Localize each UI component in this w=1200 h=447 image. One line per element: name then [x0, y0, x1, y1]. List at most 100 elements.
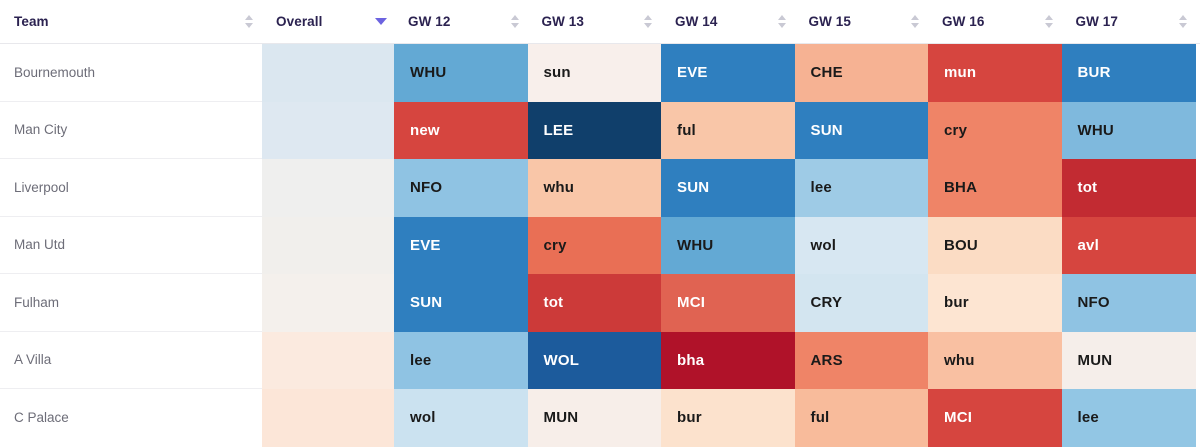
- fixture-cell[interactable]: MCI: [661, 274, 795, 332]
- fixture-cell[interactable]: bha: [661, 331, 795, 389]
- fixture-cell[interactable]: NFO: [1061, 274, 1196, 332]
- column-header-gw14[interactable]: GW 14: [661, 0, 795, 44]
- fixture-cell[interactable]: BOU: [928, 216, 1062, 274]
- fixture-cell[interactable]: SUN: [394, 274, 528, 332]
- table-header-row: Team Overall GW 12 GW 13 GW 14 GW 15 GW 16 GW 1…: [0, 0, 1200, 44]
- column-header-label: Team: [14, 14, 49, 29]
- fixture-cell[interactable]: NFO: [394, 159, 528, 217]
- fixture-cell[interactable]: MCI: [928, 389, 1062, 447]
- column-header-gw15[interactable]: GW 15: [795, 0, 929, 44]
- sort-toggle-icon[interactable]: [244, 13, 254, 31]
- column-header-label: GW 15: [808, 14, 852, 29]
- fixture-cell[interactable]: CRY: [794, 274, 928, 332]
- fixture-cell[interactable]: lee: [1061, 389, 1196, 447]
- fixture-cell[interactable]: MUN: [1061, 331, 1196, 389]
- sort-asc-arrow-icon: [510, 15, 519, 20]
- column-header-label: Overall: [276, 14, 323, 29]
- fixture-cell[interactable]: tot: [527, 274, 661, 332]
- table-row: Liverpool NFO whu SUN lee BHA tot: [0, 159, 1200, 217]
- fixture-cell[interactable]: LEE: [527, 101, 661, 159]
- sort-desc-arrow-icon: [911, 23, 919, 28]
- team-name-cell[interactable]: A Villa: [0, 331, 262, 389]
- fixture-cell[interactable]: ful: [794, 389, 928, 447]
- fixture-cell[interactable]: BUR: [1061, 44, 1196, 102]
- fixture-cell[interactable]: sun: [527, 44, 661, 102]
- team-name-cell[interactable]: Man Utd: [0, 216, 262, 274]
- fixture-opponent-label: BOU: [944, 236, 978, 254]
- sort-asc-arrow-icon: [777, 15, 786, 20]
- sort-toggle-icon[interactable]: [510, 13, 520, 31]
- fixture-cell[interactable]: SUN: [661, 159, 795, 217]
- fixture-cell[interactable]: lee: [394, 331, 528, 389]
- fixture-opponent-label: avl: [1077, 236, 1099, 254]
- sort-toggle-icon[interactable]: [1044, 13, 1054, 31]
- column-header-label: GW 17: [1075, 14, 1119, 29]
- sort-asc-arrow-icon: [1044, 15, 1053, 20]
- team-name-cell[interactable]: C Palace: [0, 389, 262, 447]
- fixture-opponent-label: SUN: [677, 179, 710, 197]
- column-header-overall[interactable]: Overall: [262, 0, 394, 44]
- column-header-gw13[interactable]: GW 13: [528, 0, 662, 44]
- fixture-opponent-label: new: [410, 121, 440, 139]
- sort-toggle-icon[interactable]: [1178, 13, 1188, 31]
- team-name-cell[interactable]: Bournemouth: [0, 44, 262, 102]
- fixture-cell[interactable]: ARS: [794, 331, 928, 389]
- sort-toggle-icon[interactable]: [777, 13, 787, 31]
- table-row: Bournemouth WHU sun EVE CHE mun BUR: [0, 44, 1200, 102]
- column-header-label: GW 12: [408, 14, 451, 29]
- fixture-cell[interactable]: tot: [1061, 159, 1196, 217]
- team-name-cell[interactable]: Liverpool: [0, 159, 262, 217]
- fixture-opponent-label: bur: [677, 409, 702, 427]
- fixture-opponent-label: NFO: [1077, 294, 1110, 312]
- fixture-cell[interactable]: MUN: [527, 389, 661, 447]
- fixture-cell[interactable]: wol: [794, 216, 928, 274]
- fixture-cell[interactable]: whu: [527, 159, 661, 217]
- team-name-cell[interactable]: Man City: [0, 101, 262, 159]
- fixture-opponent-label: wol: [410, 409, 436, 427]
- fixture-cell[interactable]: bur: [661, 389, 795, 447]
- fixture-cell[interactable]: bur: [928, 274, 1062, 332]
- fixture-opponent-label: CRY: [810, 294, 843, 312]
- sort-asc-arrow-icon: [911, 15, 919, 20]
- fixture-cell[interactable]: EVE: [661, 44, 795, 102]
- fixture-cell[interactable]: WHU: [661, 216, 795, 274]
- fixture-opponent-label: WOL: [543, 351, 580, 369]
- column-header-label: GW 14: [675, 14, 718, 29]
- fixture-cell[interactable]: cry: [527, 216, 661, 274]
- fixture-opponent-label: BUR: [1077, 64, 1111, 82]
- fixture-opponent-label: ful: [677, 121, 696, 139]
- fixture-cell[interactable]: WHU: [1061, 101, 1196, 159]
- fixture-cell[interactable]: SUN: [794, 101, 928, 159]
- sort-desc-arrow-icon: [245, 23, 253, 28]
- column-header-gw12[interactable]: GW 12: [394, 0, 528, 44]
- team-name-cell[interactable]: Fulham: [0, 274, 262, 332]
- fixture-cell[interactable]: CHE: [794, 44, 928, 102]
- fixture-cell[interactable]: new: [394, 101, 528, 159]
- fixture-opponent-label: lee: [810, 179, 832, 197]
- sort-asc-arrow-icon: [245, 15, 253, 20]
- fixture-cell[interactable]: ful: [661, 101, 795, 159]
- fixture-cell[interactable]: whu: [928, 331, 1062, 389]
- column-header-gw17[interactable]: GW 17: [1062, 0, 1196, 44]
- fixture-cell[interactable]: EVE: [394, 216, 528, 274]
- fixture-cell[interactable]: lee: [794, 159, 928, 217]
- sort-toggle-icon[interactable]: [643, 13, 653, 31]
- fixture-cell[interactable]: BHA: [928, 159, 1062, 217]
- sort-desc-arrow-icon: [1044, 23, 1053, 28]
- fixture-cell[interactable]: mun: [928, 44, 1062, 102]
- fixture-cell[interactable]: avl: [1061, 216, 1196, 274]
- fixture-cell[interactable]: cry: [928, 101, 1062, 159]
- fixture-opponent-label: MUN: [543, 409, 579, 427]
- sort-toggle-icon[interactable]: [910, 13, 920, 31]
- fixture-cell[interactable]: wol: [394, 389, 528, 447]
- column-header-gw16[interactable]: GW 16: [928, 0, 1062, 44]
- sort-desc-icon[interactable]: [375, 13, 387, 31]
- column-header-label: GW 16: [942, 14, 985, 29]
- sort-desc-arrow-icon: [644, 23, 652, 28]
- fixture-opponent-label: EVE: [410, 236, 441, 254]
- fixture-cell[interactable]: WHU: [394, 44, 528, 102]
- table-row: C Palace wol MUN bur ful MCI lee: [0, 389, 1200, 447]
- fixture-cell[interactable]: WOL: [527, 331, 661, 389]
- column-header-team[interactable]: Team: [0, 0, 262, 44]
- sort-desc-arrow-icon: [777, 23, 786, 28]
